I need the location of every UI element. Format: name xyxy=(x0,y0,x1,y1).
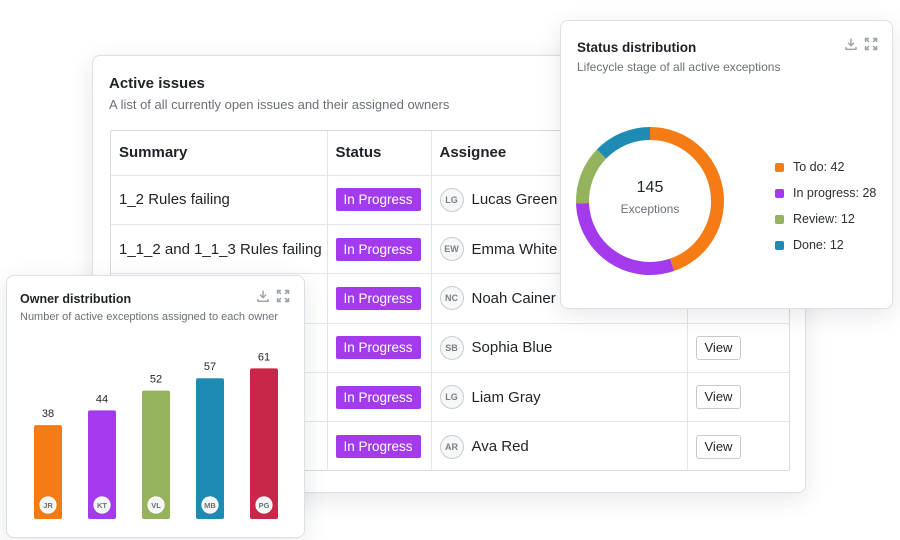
download-icon[interactable] xyxy=(844,37,858,51)
avatar: AR xyxy=(439,434,464,459)
status-badge: In Progress xyxy=(335,435,421,459)
status-badge: In Progress xyxy=(335,336,421,360)
cell-status: In Progress xyxy=(327,421,432,470)
table-row[interactable]: In Progress LG Liam Gray View xyxy=(111,372,789,423)
cell-status: In Progress xyxy=(327,372,432,423)
status-badge: In Progress xyxy=(335,237,421,261)
issue-summary[interactable]: 1_1_2 and 1_1_3 Rules failing xyxy=(119,240,322,258)
legend-swatch xyxy=(775,240,784,250)
assignee-name: Ava Red xyxy=(471,438,529,456)
table-row[interactable]: 1_2 Rules failing In Progress LG Lucas Gree… xyxy=(111,175,789,225)
assignee-name: Noah Cainer xyxy=(471,289,556,307)
owner-bar-chart: 38 JR 44 KT 52 VL 57 MB 61 PG xyxy=(34,351,278,519)
status-donut-chart xyxy=(576,127,724,275)
download-icon[interactable] xyxy=(256,289,270,303)
view-button[interactable]: View xyxy=(695,385,742,410)
donut-slice-review[interactable] xyxy=(576,149,607,204)
bar-value-label: 61 xyxy=(258,351,270,363)
cell-actions: View xyxy=(687,372,789,423)
owner-avatar-initials: VL xyxy=(151,501,161,510)
status-badge: In Progress xyxy=(335,385,421,409)
status-distribution-subtitle: Lifecycle stage of all active exceptions xyxy=(577,60,781,74)
owner-avatar-initials: PG xyxy=(259,501,270,510)
owner-distribution-subtitle: Number of active exceptions assigned to … xyxy=(20,311,279,323)
issue-summary[interactable]: 1_2 Rules failing xyxy=(119,191,230,209)
cell-status: In Progress xyxy=(327,323,432,374)
bar-value-label: 44 xyxy=(96,393,108,405)
view-button[interactable]: View xyxy=(695,335,742,360)
column-header-summary[interactable]: Summary xyxy=(111,131,328,176)
legend-swatch xyxy=(775,162,784,172)
donut-center: 145 Exceptions xyxy=(574,179,726,216)
cell-status: In Progress xyxy=(327,224,432,275)
cell-summary: 1_2 Rules failing xyxy=(111,175,328,225)
bar-vl[interactable] xyxy=(142,390,170,519)
avatar: EW xyxy=(439,237,464,262)
donut-total-value: 145 xyxy=(636,179,664,196)
bar-kt[interactable] xyxy=(88,410,116,519)
column-header-status[interactable]: Status xyxy=(327,131,432,176)
legend-item: Review: 12 xyxy=(775,206,876,232)
cell-summary: 1_1_2 and 1_1_3 Rules failing xyxy=(111,224,328,275)
legend-label: In progress: 28 xyxy=(793,186,877,200)
owner-avatar xyxy=(201,496,219,514)
cell-assignee: AR Ava Red xyxy=(431,421,688,470)
bar-mb[interactable] xyxy=(196,378,224,519)
owner-avatar-initials: KT xyxy=(97,501,107,510)
owner-avatar xyxy=(147,496,165,514)
legend-item: To do: 42 xyxy=(775,154,876,180)
legend-label: Review: 12 xyxy=(793,212,855,226)
bar-value-label: 57 xyxy=(204,361,216,373)
bar-value-label: 52 xyxy=(150,374,162,386)
legend-swatch xyxy=(775,188,784,198)
assignee-name: Sophia Blue xyxy=(471,339,553,357)
owner-distribution-title: Owner distribution xyxy=(20,292,132,306)
status-distribution-title: Status distribution xyxy=(577,40,697,55)
owner-avatar-initials: JR xyxy=(43,501,53,510)
owner-avatar-initials: MB xyxy=(204,501,216,510)
bar-jr[interactable] xyxy=(34,425,62,519)
expand-icon[interactable] xyxy=(864,37,878,51)
status-badge: In Progress xyxy=(335,286,421,310)
cell-status: In Progress xyxy=(327,175,432,225)
avatar: NC xyxy=(439,286,464,311)
owner-avatar xyxy=(255,496,273,514)
donut-slice-to-do[interactable] xyxy=(649,127,724,271)
status-distribution-card: Status distribution Lifecycle stage of a… xyxy=(560,20,893,309)
donut-slice-in-progress[interactable] xyxy=(576,202,675,275)
status-legend: To do: 42 In progress: 28 Review: 12 Done: … xyxy=(775,154,876,258)
cell-actions: View xyxy=(687,422,789,470)
donut-caption: Exceptions xyxy=(620,202,680,216)
legend-item: In progress: 28 xyxy=(775,180,876,206)
legend-item: Done: 12 xyxy=(775,232,876,258)
owner-avatar xyxy=(39,496,57,514)
cell-assignee: LG Liam Gray xyxy=(431,372,688,423)
assignee-name: Liam Gray xyxy=(471,388,541,406)
view-button[interactable]: View xyxy=(695,434,742,459)
active-issues-subtitle: A list of all currently open issues and … xyxy=(109,97,450,112)
cell-assignee: SB Sophia Blue xyxy=(431,323,688,374)
active-issues-title: Active issues xyxy=(109,75,205,92)
owner-avatar xyxy=(93,496,111,514)
avatar: LG xyxy=(439,385,464,410)
bar-value-label: 38 xyxy=(42,408,54,420)
legend-label: Done: 12 xyxy=(793,238,844,252)
cell-actions: View xyxy=(687,323,789,374)
bar-pg[interactable] xyxy=(250,368,278,519)
expand-icon[interactable] xyxy=(276,289,290,303)
donut-slice-done[interactable] xyxy=(596,127,651,159)
legend-label: To do: 42 xyxy=(793,160,845,174)
owner-distribution-card: 38 JR 44 KT 52 VL 57 MB 61 PG Owner distribution … xyxy=(6,275,305,538)
cell-status: In Progress xyxy=(327,273,432,324)
legend-swatch xyxy=(775,214,784,224)
assignee-name: Lucas Green xyxy=(471,191,558,209)
status-badge: In Progress xyxy=(335,188,421,212)
avatar: SB xyxy=(439,335,464,360)
assignee-name: Emma White xyxy=(471,240,558,258)
avatar: LG xyxy=(439,187,464,212)
